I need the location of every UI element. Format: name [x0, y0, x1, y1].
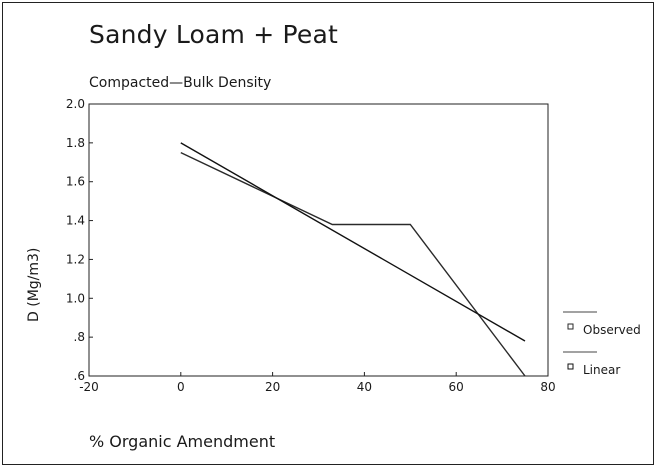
x-tick-label: 0	[177, 380, 185, 394]
chart-title: Sandy Loam + Peat	[89, 20, 339, 49]
x-tick-label: -20	[79, 380, 99, 394]
y-tick-label: .6	[74, 369, 85, 383]
x-tick-label: 20	[265, 380, 280, 394]
chart-frame	[2, 2, 654, 465]
x-tick-label: 60	[449, 380, 464, 394]
y-tick-label: 1.2	[66, 252, 85, 266]
y-tick-label: 2.0	[66, 97, 85, 111]
legend-label-observed: Observed	[583, 323, 641, 337]
y-tick-label: 1.0	[66, 291, 85, 305]
chart-subtitle: Compacted—Bulk Density	[89, 75, 272, 91]
y-tick-label: .8	[74, 330, 85, 344]
y-tick-label: 1.6	[66, 175, 85, 189]
legend-marker-observed	[567, 323, 574, 330]
x-tick-label: 40	[357, 380, 372, 394]
x-axis-label: % Organic Amendment	[89, 432, 276, 451]
x-tick-label: 80	[540, 380, 555, 394]
series-linear-line	[180, 142, 526, 342]
y-tick-label: 1.4	[66, 214, 85, 228]
series-observed-line	[180, 151, 526, 377]
legend-label-linear: Linear	[583, 363, 620, 377]
legend-marker-linear	[567, 363, 574, 370]
plot-area-border	[88, 103, 549, 377]
y-tick-label: 1.8	[66, 136, 85, 150]
